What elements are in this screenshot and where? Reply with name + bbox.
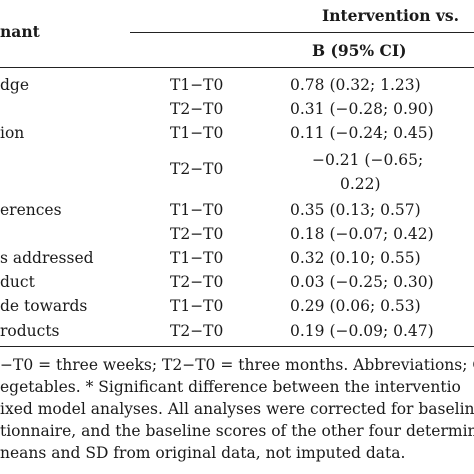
row-determinant: ion <box>0 124 25 142</box>
footnote-line: ixed model analyses. All analyses were c… <box>0 400 474 418</box>
row-estimate: 0.11 (−0.24; 0.45) <box>290 124 434 142</box>
row-estimate: 0.32 (0.10; 0.55) <box>290 249 421 267</box>
row-estimate: 0.31 (−0.28; 0.90) <box>290 100 434 118</box>
header-b-ci: B (95% CI) <box>312 41 407 60</box>
row-period: T2−T0 <box>170 322 224 340</box>
row-estimate: 0.18 (−0.07; 0.42) <box>290 225 434 243</box>
row-period: T2−T0 <box>170 160 224 178</box>
row-estimate: −0.21 (−0.65; <box>312 151 424 169</box>
footnote-line: egetables. * Significant difference betw… <box>0 378 461 396</box>
header-intervention: Intervention vs. <box>322 6 460 25</box>
header-bottom-rule <box>0 67 474 68</box>
row-estimate: 0.35 (0.13; 0.57) <box>290 201 421 219</box>
row-period: T1−T0 <box>170 201 224 219</box>
header-determinant: nant <box>0 22 40 41</box>
row-estimate: 0.19 (−0.09; 0.47) <box>290 322 434 340</box>
row-period: T1−T0 <box>170 249 224 267</box>
row-period: T1−T0 <box>170 297 224 315</box>
row-period: T2−T0 <box>170 225 224 243</box>
row-estimate-cont: 0.22) <box>340 175 381 193</box>
row-estimate: 0.29 (0.06; 0.53) <box>290 297 421 315</box>
table-bottom-rule <box>0 346 474 347</box>
row-period: T2−T0 <box>170 273 224 291</box>
footnote-line: tionnaire, and the baseline scores of th… <box>0 422 474 440</box>
header-group-rule <box>130 32 474 33</box>
footnote-line: −T0 = three weeks; T2−T0 = three months.… <box>0 356 474 374</box>
row-period: T1−T0 <box>170 124 224 142</box>
row-period: T2−T0 <box>170 100 224 118</box>
row-determinant: dge <box>0 76 30 94</box>
row-period: T1−T0 <box>170 76 224 94</box>
row-determinant: roducts <box>0 322 60 340</box>
row-determinant: erences <box>0 201 62 219</box>
footnote-line: neans and SD from original data, not imp… <box>0 444 406 462</box>
row-estimate: 0.78 (0.32; 1.23) <box>290 76 421 94</box>
row-estimate: 0.03 (−0.25; 0.30) <box>290 273 434 291</box>
row-determinant: s addressed <box>0 249 94 267</box>
row-determinant: duct <box>0 273 35 291</box>
row-determinant: de towards <box>0 297 88 315</box>
